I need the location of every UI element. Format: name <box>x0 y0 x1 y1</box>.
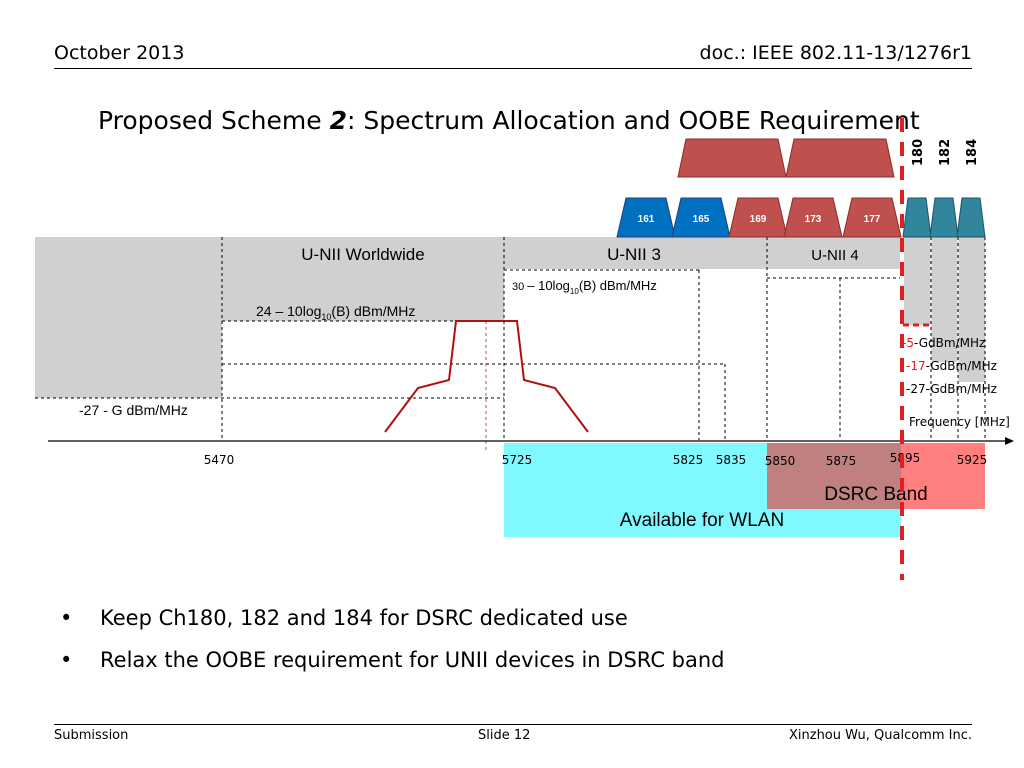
dsrc-channel-182 <box>929 197 959 238</box>
title-scheme-number: 2 <box>329 106 347 135</box>
limit-label-g: -27 - G dBm/MHz <box>79 402 188 418</box>
tick-5850: 5850 <box>765 454 796 468</box>
dsrc-band-area <box>901 443 985 509</box>
tick-5725: 5725 <box>502 453 533 467</box>
footer-author: Xinzhou Wu, Qualcomm Inc. <box>788 728 972 743</box>
tick-5825: 5825 <box>673 453 704 467</box>
dsrc-limit-3: -27-GdBm/MHz <box>906 382 997 396</box>
label-unii-worldwide: U-NII Worldwide <box>301 245 424 264</box>
bullet-item: • Keep Ch180, 182 and 184 for DSRC dedica… <box>60 606 628 630</box>
bullet-text: Keep Ch180, 182 and 184 for DSRC dedicat… <box>100 606 628 630</box>
bullet-dot: • <box>60 606 73 630</box>
tick-5470: 5470 <box>204 453 235 467</box>
channel-label-177: 177 <box>864 214 881 225</box>
wide-channel-1 <box>677 138 787 178</box>
limit-label-unii-ww: 24 – 10log10(B) dBm/MHz <box>256 303 415 322</box>
title-prefix: Proposed Scheme <box>98 106 330 135</box>
dsrc-limit-1: -5-GdBm/MHz <box>902 336 985 350</box>
slide-title: Proposed Scheme 2: Spectrum Allocation a… <box>98 106 920 135</box>
axis-arrow <box>1005 437 1014 445</box>
bullet-item: • Relax the OOBE requirement for UNII dev… <box>60 648 725 672</box>
label-wlan-available: Available for WLAN <box>620 510 784 531</box>
limit-label-unii3: 30– 10log10(B) dBm/MHz <box>512 278 657 296</box>
dsrc-label-184: 184 <box>965 139 980 166</box>
footer-left: Submission <box>54 728 129 743</box>
channel-177 <box>842 197 902 238</box>
dsrc-label-180: 180 <box>911 139 926 166</box>
band-dsrc-184 <box>958 237 985 382</box>
channel-173 <box>783 197 843 238</box>
label-unii3: U-NII 3 <box>607 245 661 264</box>
bullet-dot: • <box>60 648 73 672</box>
label-unii4: U-NII 4 <box>811 247 859 264</box>
tick-5895: 5895 <box>890 451 921 465</box>
band-unii-worldwide <box>222 237 504 321</box>
axis-label: Frequency [MHz] <box>909 415 1010 429</box>
band-dsrc-182 <box>931 237 958 362</box>
transmit-mask <box>384 320 589 433</box>
tick-5875: 5875 <box>826 454 857 468</box>
header-doc-id: doc.: IEEE 802.11-13/1276r1 <box>699 42 972 64</box>
header-rule <box>54 68 972 69</box>
channel-label-169: 169 <box>750 214 767 225</box>
wide-channel-2 <box>785 138 895 178</box>
dsrc-channel-184 <box>956 197 986 238</box>
channel-label-173: 173 <box>805 214 822 225</box>
channel-label-161: 161 <box>638 214 655 225</box>
footer-rule <box>54 724 972 725</box>
bullet-text: Relax the OOBE requirement for UNII devi… <box>100 648 725 672</box>
tick-5835: 5835 <box>716 453 747 467</box>
label-dsrc-band: DSRC Band <box>824 484 928 505</box>
band-left-gray <box>35 237 222 398</box>
header-date: October 2013 <box>54 42 185 64</box>
dsrc-label-182: 182 <box>938 139 953 166</box>
dsrc-channel-180 <box>902 197 932 238</box>
footer-slide-number: Slide 12 <box>478 728 531 743</box>
band-dsrc-180 <box>904 237 931 325</box>
dsrc-overlap-area <box>767 443 901 509</box>
channel-label-165: 165 <box>693 214 710 225</box>
band-unii3-unii4 <box>504 237 900 269</box>
dsrc-limit-2: -17-GdBm/MHz <box>906 359 997 373</box>
title-suffix: : Spectrum Allocation and OOBE Requireme… <box>346 106 920 135</box>
tick-5925: 5925 <box>957 453 988 467</box>
